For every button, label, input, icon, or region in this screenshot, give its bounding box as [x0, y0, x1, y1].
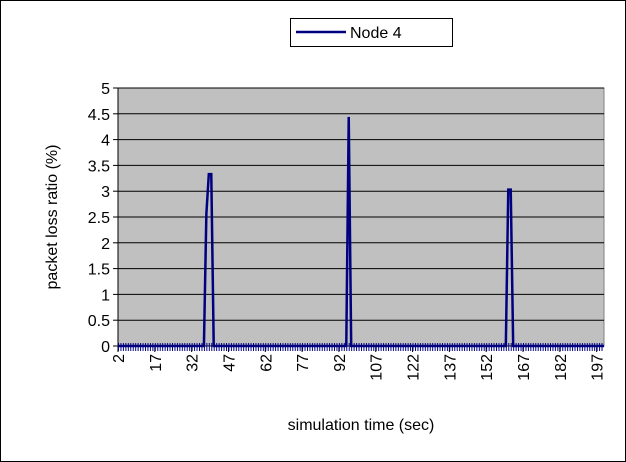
x-tick-label: 32 [185, 354, 202, 372]
y-tick-label: 3.5 [88, 158, 110, 175]
grid [113, 87, 604, 352]
y-axis-title: packet loss ratio (%) [44, 145, 61, 290]
x-axis-title: simulation time (sec) [288, 417, 435, 434]
y-tick-label: 2 [101, 236, 110, 253]
y-tick-label: 4.5 [88, 107, 110, 124]
y-tick-label: 5 [101, 81, 110, 98]
legend-label: Node 4 [350, 25, 402, 42]
x-tick-label: 182 [553, 354, 570, 381]
x-tick-label: 2 [111, 354, 128, 363]
x-tick-label: 17 [148, 354, 165, 372]
marks [118, 116, 604, 348]
x-tick-label: 122 [406, 354, 423, 381]
y-tick-label: 4 [101, 133, 110, 150]
series-line [118, 116, 604, 348]
y-tick-label: 2.5 [88, 210, 110, 227]
x-tick-label: 167 [516, 354, 533, 381]
y-tick-label: 1.5 [88, 262, 110, 279]
x-tick-label: 107 [369, 354, 386, 381]
y-tick-label: 1 [101, 287, 110, 304]
x-tick-label: 62 [258, 354, 275, 372]
x-tick-label: 137 [442, 354, 459, 381]
y-tick-label: 0 [101, 339, 110, 356]
x-tick-label: 77 [295, 354, 312, 372]
y-tick-label: 3 [101, 184, 110, 201]
x-tick-label: 197 [590, 354, 607, 381]
legend: Node 4 [290, 18, 453, 47]
x-tick-label: 92 [332, 354, 349, 372]
x-tick-label: 152 [479, 354, 496, 381]
y-tick-label: 0.5 [88, 313, 110, 330]
x-tick-label: 47 [221, 354, 238, 372]
